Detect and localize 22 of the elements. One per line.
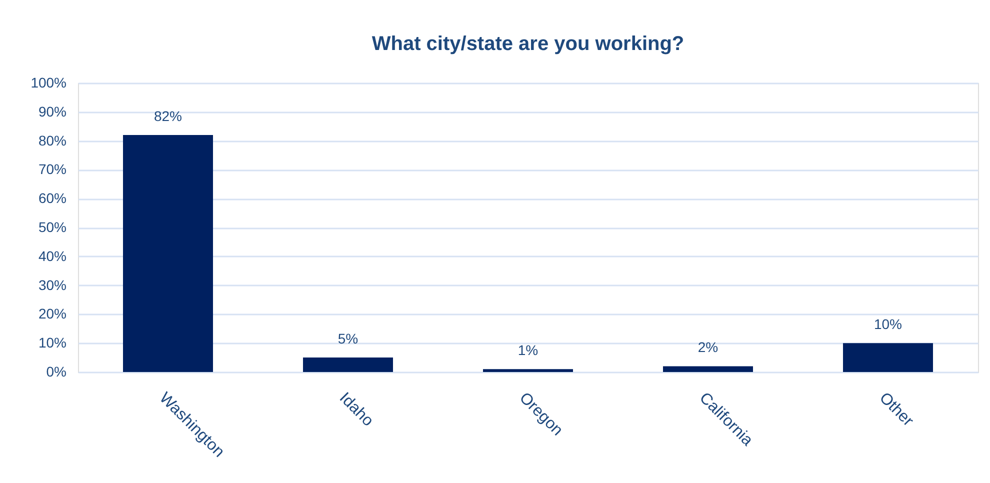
data-label: 82% <box>154 108 182 124</box>
y-tick-label: 100% <box>30 74 66 90</box>
y-tick-label: 40% <box>38 248 66 264</box>
data-label: 5% <box>338 330 358 347</box>
bar <box>663 366 753 372</box>
data-label: 1% <box>518 342 538 358</box>
chart-title: What city/state are you working? <box>372 33 684 55</box>
data-label: 2% <box>698 339 718 356</box>
bar <box>303 358 393 372</box>
y-tick-label: 30% <box>38 276 66 293</box>
y-tick-label: 70% <box>38 161 66 178</box>
data-label: 10% <box>874 316 902 332</box>
y-tick-label: 60% <box>38 190 66 206</box>
y-tick-label: 10% <box>38 334 66 351</box>
bar <box>483 369 573 372</box>
y-tick-label: 90% <box>38 103 66 120</box>
bar <box>843 343 933 372</box>
y-tick-label: 20% <box>38 306 66 322</box>
y-tick-label: 0% <box>46 364 66 380</box>
bar <box>123 135 213 372</box>
y-tick-label: 80% <box>38 132 66 148</box>
y-tick-label: 50% <box>38 219 66 235</box>
